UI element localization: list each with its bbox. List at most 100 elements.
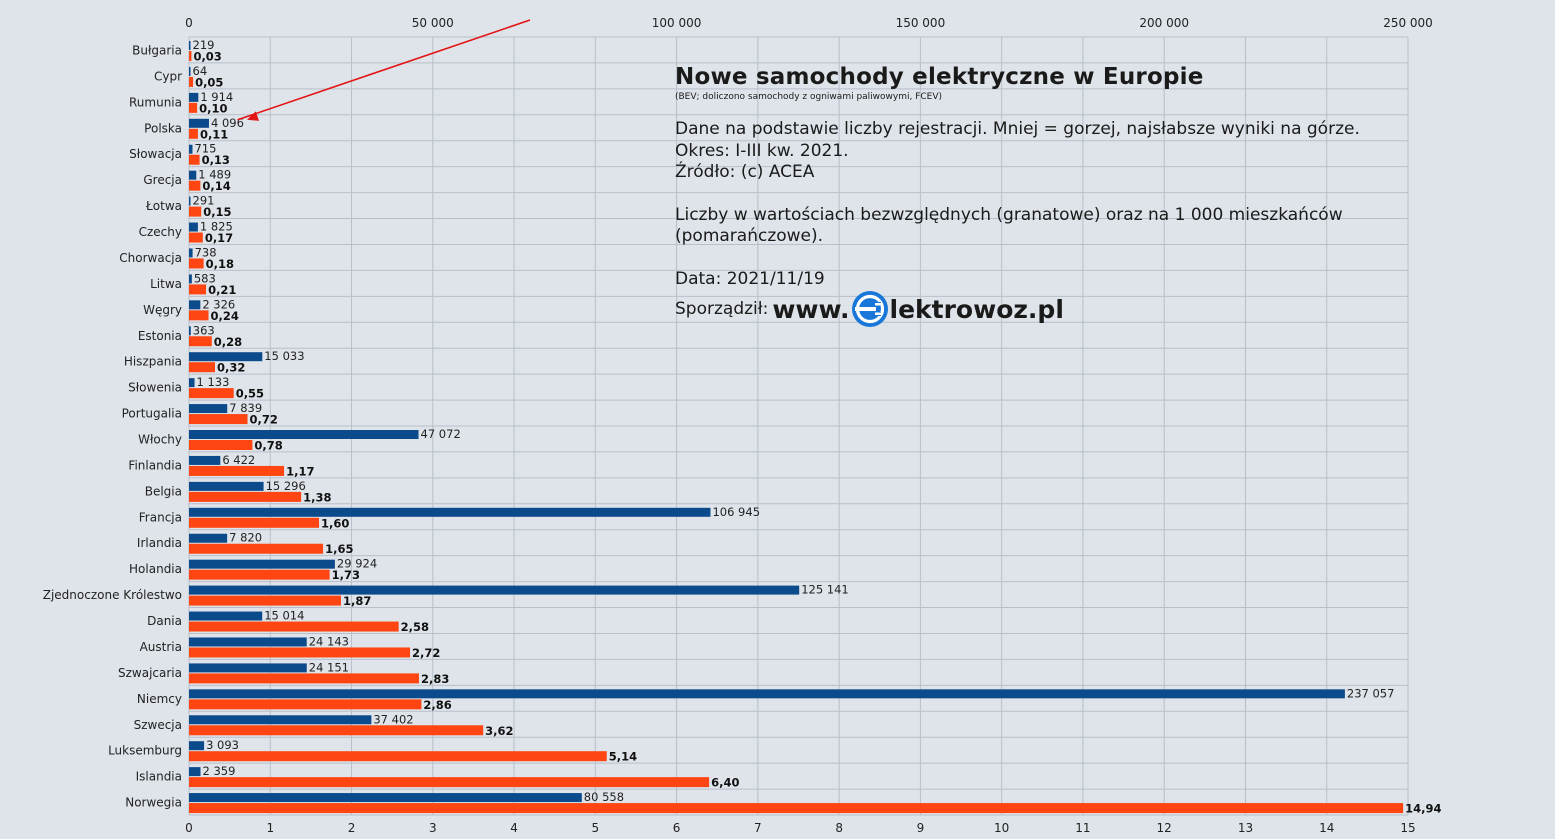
bar-per-capita (189, 102, 198, 113)
top-axis-tick-label: 0 (185, 16, 193, 30)
bar-absolute-value-label: 47 072 (421, 427, 461, 441)
bar-per-capita-value-label: 2,83 (421, 672, 449, 686)
bar-absolute (189, 507, 711, 517)
bar-per-capita (189, 310, 209, 321)
bar-absolute-value-label: 29 924 (337, 557, 377, 571)
bar-absolute (189, 352, 263, 362)
category-label: Finlandia (128, 458, 182, 472)
bar-per-capita (189, 258, 204, 269)
bottom-axis-tick-label: 0 (185, 821, 193, 835)
category-label: Słowacja (129, 147, 182, 161)
bar-per-capita (189, 128, 198, 139)
bar-absolute (189, 144, 193, 154)
bottom-axis-tick-label: 2 (348, 821, 356, 835)
bar-per-capita-value-label: 14,94 (1405, 802, 1441, 816)
bar-per-capita (189, 76, 194, 87)
category-label: Austria (140, 640, 182, 654)
top-axis-tick-label: 200 000 (1139, 16, 1189, 30)
bar-absolute-value-label: 3 093 (206, 738, 239, 752)
bar-per-capita-value-label: 2,86 (423, 698, 451, 712)
bar-per-capita-value-label: 1,60 (321, 516, 349, 530)
bar-absolute (189, 41, 191, 50)
bar-absolute (189, 248, 193, 258)
bar-absolute-value-label: 24 143 (309, 634, 349, 648)
bar-per-capita-value-label: 0,15 (203, 205, 231, 219)
bottom-axis-tick-label: 4 (510, 821, 518, 835)
bar-per-capita (189, 621, 399, 632)
date-line: Data: 2021/11/19 (675, 268, 825, 289)
bar-absolute (189, 378, 195, 388)
top-axis-tick-label: 150 000 (896, 16, 946, 30)
category-label: Portugalia (122, 407, 182, 421)
bar-per-capita (189, 388, 234, 399)
author-line: Sporządził: www. lektrowoz.pl (675, 290, 1475, 328)
legend-note-line-2: (pomarańczowe). (675, 226, 824, 246)
category-label: Islandia (136, 770, 182, 784)
bar-absolute-value-label: 291 (193, 194, 215, 208)
bar-per-capita-value-label: 2,72 (412, 646, 440, 660)
bar-per-capita (189, 595, 341, 606)
bar-absolute-value-label: 24 151 (309, 660, 349, 674)
chart-title: Nowe samochody elektryczne w Europie (675, 64, 1204, 90)
bar-absolute-value-label: 2 326 (202, 297, 235, 311)
bar-per-capita-value-label: 0,21 (208, 283, 236, 297)
category-label: Słowenia (128, 381, 182, 395)
bar-absolute (189, 715, 372, 725)
category-label: Francja (139, 510, 182, 524)
category-label: Szwajcaria (118, 666, 182, 680)
bar-per-capita (189, 699, 422, 710)
bar-per-capita-value-label: 0,28 (214, 335, 242, 349)
plug-e-icon (851, 291, 888, 327)
bar-absolute (189, 66, 191, 76)
bar-absolute-value-label: 363 (193, 323, 215, 337)
category-label: Holandia (129, 562, 182, 576)
bar-per-capita-value-label: 1,65 (325, 542, 353, 556)
bar-absolute-value-label: 1 914 (200, 90, 233, 104)
category-label: Włochy (138, 433, 182, 447)
bar-absolute-value-label: 738 (195, 245, 217, 259)
bar-absolute (189, 793, 582, 803)
bar-absolute (189, 741, 205, 751)
bar-per-capita (189, 465, 285, 476)
bar-absolute-value-label: 15 033 (264, 349, 304, 363)
chart-subtitle: (BEV; doliczono samochody z ogniwami pal… (675, 92, 943, 102)
bar-absolute (189, 92, 199, 102)
category-label: Luksemburg (108, 744, 182, 758)
bar-absolute (189, 326, 191, 336)
annotation-arrow-line (237, 19, 531, 121)
category-label: Polska (144, 121, 182, 135)
logo-name: lektrowoz.pl (889, 294, 1064, 324)
logo-prefix: www. (772, 294, 850, 324)
bar-per-capita (189, 180, 201, 191)
bar-absolute (189, 404, 228, 414)
bar-per-capita (189, 414, 248, 425)
bar-per-capita (189, 647, 411, 658)
bar-absolute (189, 767, 201, 777)
bar-per-capita (189, 803, 1404, 814)
bar-absolute (189, 196, 191, 206)
bar-absolute-value-label: 15 014 (264, 609, 304, 623)
bar-per-capita-value-label: 0,14 (202, 179, 230, 193)
bar-per-capita (189, 569, 330, 580)
bar-per-capita-value-label: 0,03 (193, 50, 221, 64)
bottom-axis-tick-label: 8 (835, 821, 843, 835)
bar-per-capita (189, 777, 710, 788)
bar-absolute-value-label: 15 296 (266, 479, 306, 493)
bar-per-capita-value-label: 0,24 (211, 309, 239, 323)
category-label: Irlandia (137, 536, 182, 550)
category-label: Norwegia (125, 796, 182, 810)
top-axis-tick-label: 100 000 (652, 16, 702, 30)
bottom-axis-tick-label: 14 (1319, 821, 1334, 835)
bottom-axis-tick-label: 12 (1157, 821, 1172, 835)
bottom-axis-tick-label: 9 (917, 821, 925, 835)
info-panel: Nowe samochody elektryczne w Europie (BE… (675, 64, 1475, 328)
category-label: Rumunia (129, 95, 182, 109)
category-label: Czechy (139, 225, 182, 239)
category-label: Zjednoczone Królestwo (43, 588, 182, 602)
bottom-axis-tick-label: 15 (1400, 821, 1415, 835)
legend-note-line: Liczby w wartościach bezwzględnych (gran… (675, 204, 1343, 225)
bar-per-capita-value-label: 0,10 (199, 101, 227, 115)
bar-absolute (189, 481, 264, 491)
bar-per-capita-value-label: 0,78 (254, 439, 282, 453)
